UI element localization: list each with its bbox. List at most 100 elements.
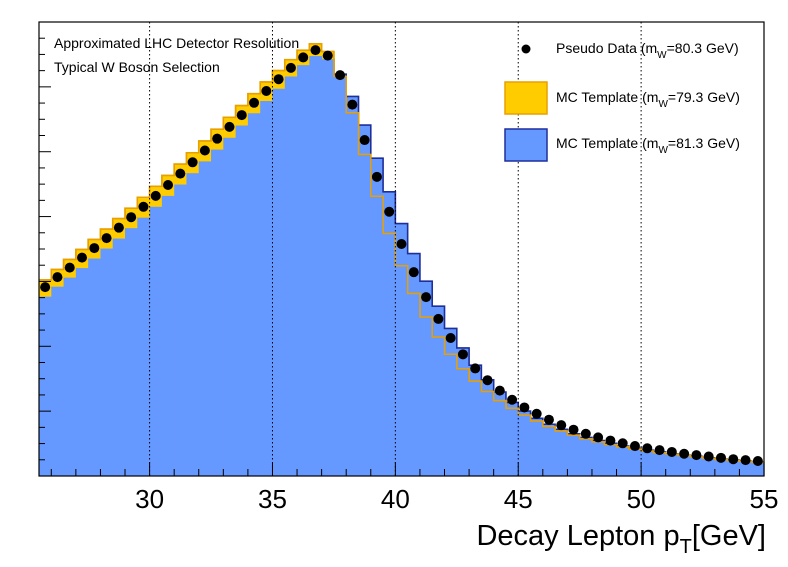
mc-high-overlap-bar bbox=[542, 426, 556, 476]
pseudo-data-point bbox=[433, 313, 444, 324]
mc-high-overlap-bar bbox=[555, 431, 568, 476]
pseudo-data-point bbox=[335, 70, 346, 81]
pseudo-data-point bbox=[654, 445, 665, 456]
mc-high-overlap-bar bbox=[628, 449, 642, 476]
pseudo-data-point bbox=[507, 394, 518, 405]
pseudo-data-point bbox=[617, 438, 628, 449]
legend: Pseudo Data (mW=80.3 GeV) MC Template (m… bbox=[504, 40, 740, 162]
pseudo-data-point bbox=[187, 157, 198, 168]
pseudo-data-point bbox=[212, 133, 223, 144]
mc-high-overlap-bar bbox=[198, 161, 212, 477]
pseudo-data-point bbox=[679, 448, 690, 459]
mc-high-overlap-bar bbox=[432, 337, 446, 476]
pseudo-data-point bbox=[384, 206, 395, 217]
pseudo-data-point bbox=[138, 201, 149, 212]
pseudo-data-point bbox=[322, 50, 333, 61]
mc-high-overlap-bar bbox=[100, 248, 114, 476]
legend-marker-data bbox=[521, 44, 531, 54]
mc-high-overlap-bar bbox=[714, 459, 728, 476]
x-axis-title: Decay Lepton pT[GeV] bbox=[476, 520, 766, 558]
legend-label-data: Pseudo Data (mW=80.3 GeV) bbox=[556, 40, 739, 61]
pseudo-data-point bbox=[629, 441, 640, 452]
pseudo-data-point bbox=[310, 45, 321, 56]
legend-swatch-mc-high bbox=[504, 128, 548, 162]
x-tick-label: 30 bbox=[135, 484, 164, 514]
pseudo-data-point bbox=[175, 168, 186, 179]
pseudo-data-point bbox=[642, 443, 653, 454]
legend-label-mc-low: MC Template (mW=79.3 GeV) bbox=[556, 89, 740, 110]
legend-label-mc-low-sub: W bbox=[658, 99, 668, 110]
mc-high-overlap-bar bbox=[297, 65, 310, 476]
pseudo-data-point bbox=[593, 432, 604, 443]
x-tick-label: 55 bbox=[750, 484, 779, 514]
annotation-selection: Typical W Boson Selection bbox=[54, 59, 220, 75]
x-tick-labels: 30 35 40 45 50 55 bbox=[135, 484, 778, 514]
pseudo-data-point bbox=[150, 190, 161, 201]
pseudo-data-point bbox=[691, 450, 702, 461]
mc-high-overlap-bar bbox=[505, 408, 519, 476]
axis-ticks bbox=[39, 21, 765, 477]
mc-high-overlap-bar bbox=[641, 451, 655, 476]
pseudo-data-point bbox=[470, 363, 481, 374]
pseudo-data-point bbox=[568, 424, 579, 435]
mc-high-overlap-bar bbox=[616, 446, 630, 476]
pseudo-data-point bbox=[396, 239, 407, 250]
legend-label-data-sub: W bbox=[657, 50, 667, 61]
pseudo-data-point bbox=[40, 282, 51, 293]
pseudo-data-point bbox=[298, 52, 309, 63]
mc-high-overlap-bar bbox=[186, 173, 200, 476]
legend-label-mc-high-sub: W bbox=[658, 145, 668, 156]
pseudo-data-point bbox=[261, 86, 272, 97]
mc-high-overlap-bar bbox=[88, 258, 102, 476]
pseudo-data-point bbox=[347, 99, 358, 110]
legend-label-mc-high: MC Template (mW=81.3 GeV) bbox=[556, 135, 740, 156]
mc-high-overlap-bar bbox=[567, 435, 581, 476]
legend-label-data-suffix: =80.3 GeV) bbox=[667, 40, 739, 56]
mc-high-overlap-bar bbox=[653, 452, 667, 476]
legend-label-mc-low-suffix: =79.3 GeV) bbox=[668, 89, 740, 105]
mc-high-overlap-bar bbox=[690, 456, 704, 476]
x-axis-title-sub: T bbox=[680, 536, 692, 558]
mc-high-overlap-bar bbox=[751, 462, 765, 476]
mc-high-overlap-bar bbox=[383, 233, 396, 476]
mc-high-overlap-bar bbox=[39, 296, 52, 476]
mc-high-overlap-bar bbox=[665, 454, 679, 476]
pseudo-data-point bbox=[101, 233, 112, 244]
mc-high-overlap-bar bbox=[247, 113, 261, 476]
x-tick-label: 45 bbox=[504, 484, 533, 514]
pseudo-data-point bbox=[113, 222, 124, 233]
mc-high-overlap-bar bbox=[346, 112, 360, 477]
mc-template-low-bars bbox=[39, 42, 765, 477]
mc-high-overlap-bar bbox=[309, 56, 323, 477]
mc-high-overlap-bar bbox=[469, 381, 482, 476]
pseudo-data-point bbox=[519, 402, 530, 413]
mc-high-overlap-bar bbox=[419, 317, 433, 476]
pseudo-data-point bbox=[740, 455, 751, 466]
mc-high-overlap-bar bbox=[702, 458, 716, 476]
pseudo-data-point bbox=[224, 121, 235, 132]
pseudo-data-point bbox=[77, 252, 88, 263]
annotation-detector: Approximated LHC Detector Resolution bbox=[54, 35, 299, 51]
mc-high-overlap-bar bbox=[518, 415, 532, 476]
pseudo-data-point bbox=[199, 145, 210, 156]
mc-high-overlap-bar bbox=[235, 125, 249, 477]
legend-swatch-mc-low bbox=[504, 81, 548, 115]
mc-high-overlap-bar bbox=[75, 268, 89, 476]
legend-label-mc-high-prefix: MC Template (m bbox=[556, 135, 658, 151]
pseudo-data-point bbox=[752, 456, 763, 467]
mc-high-overlap-bar bbox=[407, 293, 421, 476]
mc-high-overlap-bar bbox=[223, 137, 237, 476]
mc-high-overlap-bar bbox=[444, 354, 458, 476]
mc-high-overlap-bar bbox=[727, 460, 741, 476]
pseudo-data-point bbox=[371, 171, 382, 182]
mc-high-overlap-bar bbox=[530, 421, 544, 476]
mc-high-overlap-bar bbox=[677, 455, 691, 476]
pseudo-data-point bbox=[605, 435, 616, 446]
legend-label-mc-low-prefix: MC Template (m bbox=[556, 89, 658, 105]
x-tick-label: 50 bbox=[627, 484, 656, 514]
pseudo-data-point bbox=[580, 428, 591, 439]
mc-high-overlap-bar bbox=[63, 277, 77, 476]
pseudo-data-point bbox=[715, 452, 726, 463]
legend-label-mc-high-suffix: =81.3 GeV) bbox=[668, 135, 740, 151]
